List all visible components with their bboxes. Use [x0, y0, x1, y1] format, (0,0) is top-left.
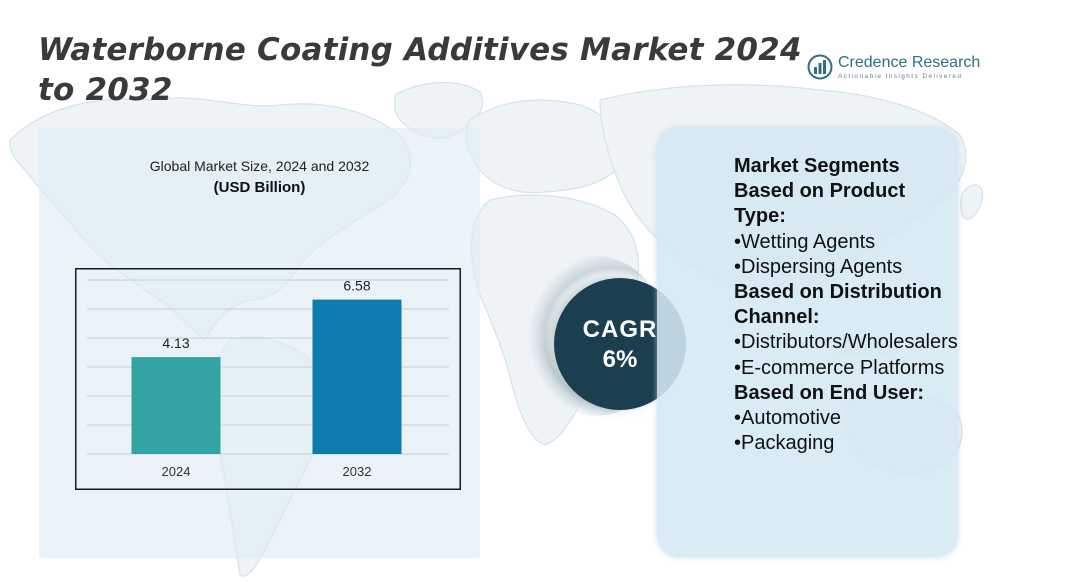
segment-item: •Automotive [734, 407, 842, 430]
cagr-value: 6% [602, 346, 638, 373]
segment-heading: Based on End User: [734, 381, 925, 404]
segment-heading: Market Segments Based on Product Type: [734, 155, 906, 228]
value-label-2032: 6.58 [343, 278, 370, 294]
chart-frame [75, 268, 461, 490]
segment-item: •E-commerce Platforms [734, 356, 945, 379]
segment-item: •Wetting Agents [734, 230, 876, 253]
segment-item: •Packaging [734, 432, 835, 455]
x-tick-labels: 2024 2032 [162, 464, 372, 479]
value-labels: 4.13 6.58 [162, 278, 370, 351]
brand-name: Credence Research [838, 54, 981, 71]
cagr-label: CAGR [582, 316, 658, 343]
x-tick-label-2024: 2024 [162, 464, 191, 479]
bars [131, 299, 402, 454]
segments-panel: Market Segments Based on Product Type: •W… [657, 128, 958, 557]
chart-unit: (USD Billion) [213, 179, 306, 196]
chart-panel: Global Market Size, 2024 and 2032 (USD B… [39, 128, 480, 558]
bar-2032 [312, 299, 402, 454]
segment-heading: Based on Distribution Channel: [734, 281, 942, 329]
segment-item: •Dispersing Agents [734, 255, 903, 278]
bar-chart-globe-icon [807, 54, 833, 80]
value-label-2024: 4.13 [162, 335, 189, 351]
segments-list: Market Segments Based on Product Type: •W… [734, 154, 958, 456]
bar-2024 [131, 357, 221, 454]
brand-tagline: Actionable Insights Delivered [838, 73, 963, 80]
map-europe [465, 99, 624, 194]
x-tick-label-2032: 2032 [343, 464, 372, 479]
page-title: Waterborne Coating Additives Market 2024… [38, 32, 802, 108]
brand-logo: Credence Research Actionable Insights De… [807, 54, 982, 84]
bar-chart: 4.13 6.58 2024 2032 [75, 268, 461, 490]
map-japan [960, 184, 984, 220]
segment-item: •Distributors/Wholesalers [734, 331, 958, 354]
chart-title: Global Market Size, 2024 and 2032 [149, 158, 370, 174]
